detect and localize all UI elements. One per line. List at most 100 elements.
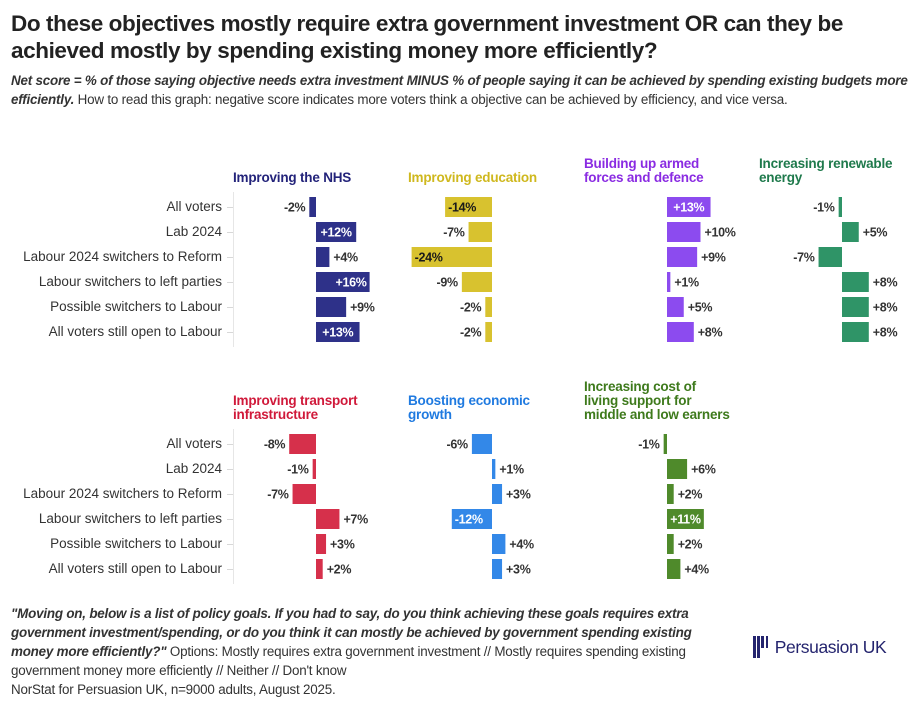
axis-tick [227,494,233,495]
data-label: +13% [322,326,353,340]
bar [471,434,492,454]
axis-tick [227,207,233,208]
panel-title: Improving the NHS [233,170,351,185]
bar [667,322,694,342]
panel-title: forces and defence [584,170,704,185]
data-label: +9% [350,301,375,315]
bar [316,222,357,242]
panel-title: Improving transport [233,393,358,408]
data-label: -24% [415,251,443,265]
panel-title: Improving education [408,170,537,185]
panel-title: energy [759,170,803,185]
data-label: -1% [287,463,309,477]
data-label: -12% [455,513,483,527]
subtitle-how-to-read: How to read this graph: negative score i… [74,92,788,107]
axis-tick [227,307,233,308]
row-label: All voters still open to Labour [48,561,222,576]
bar [468,222,492,242]
bar [309,197,316,217]
data-label: +12% [321,226,352,240]
data-label: +5% [688,301,713,315]
data-label: -2% [284,201,306,215]
bar [451,509,492,529]
row-label: All voters [166,436,222,451]
category-axis-line [233,429,234,584]
data-label: -2% [460,326,482,340]
data-label: -1% [638,438,660,452]
data-label: -6% [447,438,469,452]
panel-title: growth [408,407,452,422]
data-label: -14% [448,201,476,215]
data-label: -7% [267,488,289,502]
bars-logo-icon [753,636,770,658]
panel-title: Boosting economic [408,393,531,408]
bar [667,484,674,504]
data-label: +8% [873,276,898,290]
panel-title: Increasing cost of [584,379,697,394]
bar [316,534,327,554]
data-label: -7% [443,226,465,240]
chart-title: Do these objectives mostly require extra… [11,11,843,63]
data-label: +4% [684,563,709,577]
subtitle-net-score-definition: Net score = % of those saying objective … [11,73,908,107]
panel-improving-education: Improving education-14%-7%-24%-9%-2%-2% [408,170,537,342]
axis-tick [227,282,233,283]
bar [667,197,711,217]
bar [842,322,869,342]
data-label: +2% [327,563,352,577]
logo-name: Persuasion UK [774,636,887,657]
data-label: +1% [674,276,699,290]
bar [842,222,859,242]
bar [445,197,492,217]
bar [492,534,506,554]
data-label: +1% [499,463,524,477]
data-label: -8% [264,438,286,452]
data-label: +7% [343,513,368,527]
bar [312,459,316,479]
row-label: All voters [166,199,222,214]
data-label: +3% [506,563,531,577]
bar [818,247,842,267]
bar [411,247,492,267]
data-label: +16% [335,276,366,290]
bar [492,459,496,479]
data-label: +2% [678,488,703,502]
axis-tick [227,232,233,233]
bar [667,247,698,267]
panel-title: Increasing renewable [759,156,893,171]
bar [316,297,347,317]
axis-tick [227,519,233,520]
axis-tick [227,444,233,445]
bar [667,509,704,529]
bar [667,534,674,554]
chart-subtitle: Net score = % of those saying objective … [11,71,916,109]
data-label: +8% [698,326,723,340]
data-label: +8% [873,326,898,340]
row-label: Labour 2024 switchers to Reform [23,486,222,501]
bar [838,197,842,217]
bar [663,434,667,454]
data-label: +4% [333,251,358,265]
data-label: +5% [863,226,888,240]
data-label: +4% [509,538,534,552]
row-label: Labour switchers to left parties [38,511,222,526]
panel-improving-the-nhs: Improving the NHS -2% +12% +4% +16% +9% +13% [233,170,375,342]
row-label: Labour 2024 switchers to Reform [23,249,222,264]
bar [316,509,340,529]
data-label: +6% [691,463,716,477]
axis-tick [227,469,233,470]
survey-question: "Moving on, below is a list of policy go… [11,606,692,659]
bar [492,559,503,579]
bar [842,297,869,317]
row-label: All voters still open to Labour [48,324,222,339]
bar [316,322,360,342]
survey-options: Options: Mostly requires extra governmen… [11,644,686,678]
persuasion-uk-logo: Persuasion UK [753,634,887,660]
axis-tick [227,332,233,333]
source-note: NorStat for Persuasion UK, n=9000 adults… [11,682,336,697]
data-label: +3% [506,488,531,502]
bar [667,222,701,242]
bar [842,272,869,292]
panel-title: middle and low earners [584,407,730,422]
